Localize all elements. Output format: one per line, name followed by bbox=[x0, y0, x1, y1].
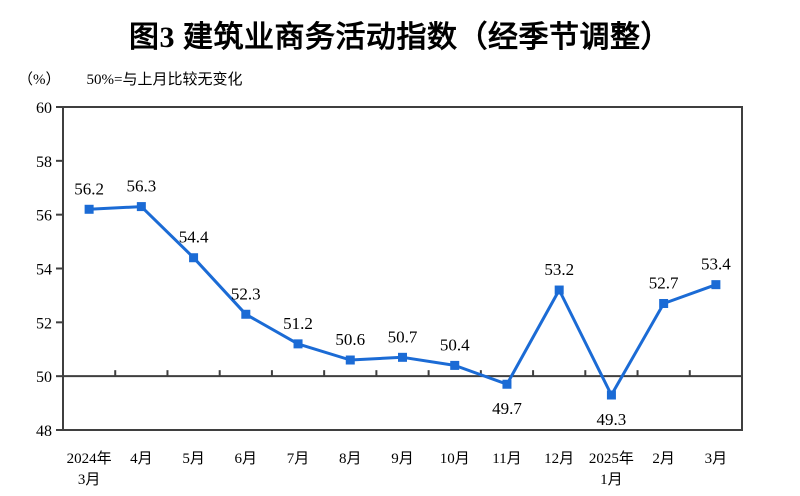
x-axis-category-label: 7月 bbox=[287, 451, 310, 467]
x-axis-category-label: 10月 bbox=[440, 451, 470, 467]
plot-frame bbox=[62, 106, 743, 431]
data-point-marker bbox=[345, 355, 355, 365]
data-point-marker bbox=[606, 390, 616, 400]
y-axis-tick-label: 52 bbox=[36, 315, 52, 332]
data-value-label: 50.4 bbox=[440, 335, 470, 354]
data-point-marker bbox=[136, 202, 146, 212]
data-value-label: 54.4 bbox=[179, 228, 209, 247]
chart-title: 图3 建筑业商务活动指数（经季节调整） bbox=[129, 21, 671, 54]
data-point-marker bbox=[450, 360, 460, 370]
y-axis-tick-label: 50 bbox=[36, 369, 52, 386]
data-value-label: 56.2 bbox=[74, 179, 104, 198]
y-axis-tick-label: 54 bbox=[36, 262, 52, 279]
data-point-marker bbox=[293, 339, 303, 349]
x-axis-category-label: 4月 bbox=[130, 451, 153, 467]
x-axis-category-label: 11月 bbox=[492, 451, 521, 467]
data-point-marker bbox=[398, 352, 407, 362]
data-value-label: 50.7 bbox=[388, 327, 418, 346]
chart-subtitle: （%） 50%=与上月比较无变化 bbox=[18, 68, 242, 89]
x-axis-category-label: 3月 bbox=[705, 451, 728, 467]
y-axis-tick-label: 58 bbox=[36, 154, 52, 171]
data-value-label: 56.3 bbox=[126, 177, 156, 196]
data-point-marker bbox=[502, 379, 512, 389]
data-value-label: 51.2 bbox=[283, 314, 313, 333]
data-value-label: 50.6 bbox=[335, 330, 365, 349]
baseline-note: 50%=与上月比较无变化 bbox=[86, 72, 243, 88]
x-axis-category-label: 6月 bbox=[235, 451, 258, 467]
x-axis-category-label: 12月 bbox=[544, 451, 574, 467]
data-value-label: 49.3 bbox=[597, 410, 627, 429]
data-value-label: 53.2 bbox=[544, 260, 574, 279]
data-point-marker bbox=[711, 280, 721, 290]
data-value-label: 52.3 bbox=[231, 284, 261, 303]
data-point-marker bbox=[189, 253, 199, 263]
data-value-label: 52.7 bbox=[649, 273, 679, 292]
y-axis-unit-label: （%） bbox=[18, 72, 61, 88]
data-point-marker bbox=[241, 309, 251, 319]
data-value-label: 53.4 bbox=[701, 255, 731, 274]
x-axis-category-label: 2月 bbox=[652, 451, 675, 467]
x-axis-category-label: 2025年 1月 bbox=[589, 450, 634, 488]
x-axis-category-label: 2024年 3月 bbox=[67, 450, 112, 488]
data-point-marker bbox=[84, 204, 94, 214]
data-point-marker bbox=[659, 298, 669, 308]
x-axis-category-label: 8月 bbox=[339, 451, 362, 467]
data-point-marker bbox=[554, 285, 564, 295]
y-axis-tick-label: 56 bbox=[36, 208, 52, 225]
data-value-label: 49.7 bbox=[492, 399, 522, 418]
y-axis-tick-label: 48 bbox=[36, 423, 52, 440]
x-axis-category-label: 5月 bbox=[182, 451, 205, 467]
y-axis-tick-label: 60 bbox=[36, 100, 52, 117]
x-axis-category-label: 9月 bbox=[391, 451, 414, 467]
